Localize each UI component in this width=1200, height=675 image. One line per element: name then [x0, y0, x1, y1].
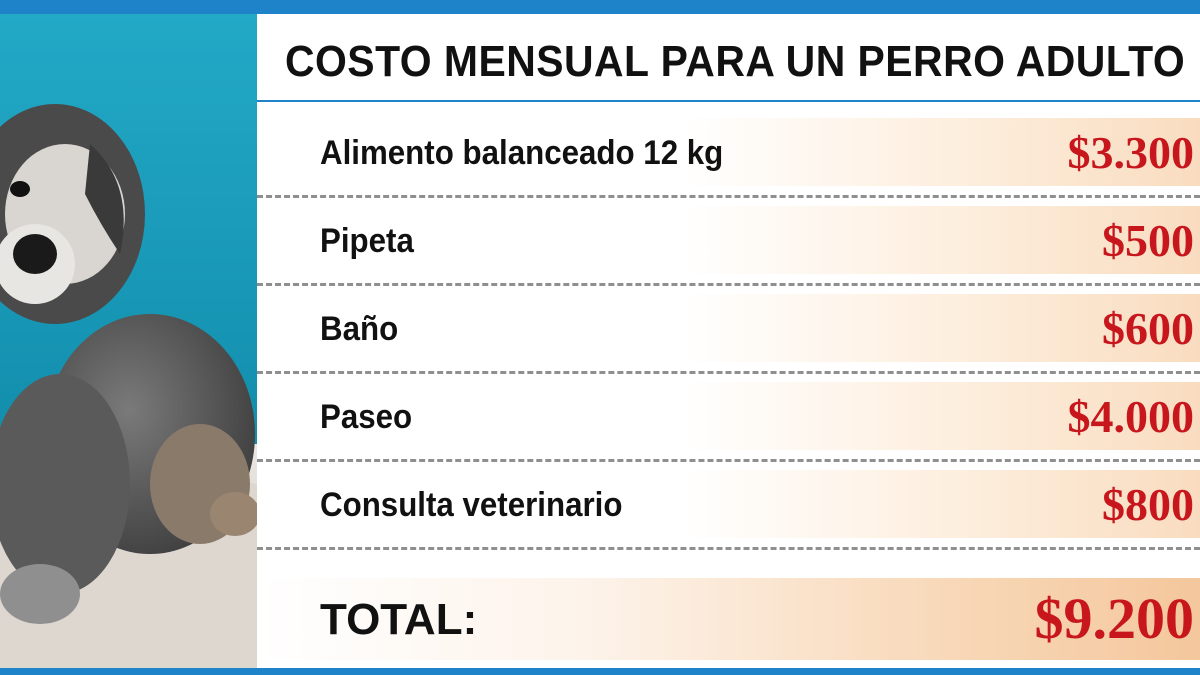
bottom-accent-bar: [0, 668, 1200, 675]
cost-label: Alimento balanceado 12 kg: [320, 134, 724, 172]
cost-label: Pipeta: [320, 222, 414, 260]
total-row: TOTAL: $9.200: [257, 578, 1200, 660]
cost-panel: COSTO MENSUAL PARA UN PERRO ADULTO Alime…: [257, 14, 1200, 668]
dog-photo: [0, 14, 257, 668]
cost-value: $600: [1102, 303, 1194, 354]
cost-row: Paseo $4.000: [257, 374, 1200, 462]
cost-label: Baño: [320, 310, 399, 348]
panel-title: COSTO MENSUAL PARA UN PERRO ADULTO: [285, 37, 1186, 86]
cost-value: $4.000: [1067, 391, 1195, 442]
cost-value: $800: [1102, 479, 1194, 530]
cost-row: Alimento balanceado 12 kg $3.300: [257, 110, 1200, 198]
total-label: TOTAL:: [320, 595, 478, 644]
top-accent-bar: [0, 0, 1200, 14]
total-value: $9.200: [1034, 586, 1195, 651]
cost-row: Consulta veterinario $800: [257, 462, 1200, 550]
dashed-divider: [257, 283, 1200, 286]
dashed-divider: [257, 371, 1200, 374]
cost-list: Alimento balanceado 12 kg $3.300 Pipeta …: [257, 110, 1200, 550]
dashed-divider: [257, 195, 1200, 198]
row-highlight: [257, 470, 1200, 538]
cost-label: Consulta veterinario: [320, 486, 623, 524]
dashed-divider: [257, 547, 1200, 550]
cost-row: Baño $600: [257, 286, 1200, 374]
row-highlight: [257, 206, 1200, 274]
row-highlight: [257, 118, 1200, 186]
row-highlight: [257, 294, 1200, 362]
cost-label: Paseo: [320, 398, 413, 436]
cost-value: $3.300: [1067, 127, 1195, 178]
title-section: COSTO MENSUAL PARA UN PERRO ADULTO: [257, 14, 1200, 102]
cost-value: $500: [1102, 215, 1194, 266]
cost-row: Pipeta $500: [257, 198, 1200, 286]
row-highlight: [257, 382, 1200, 450]
dog-illustration: [0, 14, 257, 668]
dashed-divider: [257, 459, 1200, 462]
